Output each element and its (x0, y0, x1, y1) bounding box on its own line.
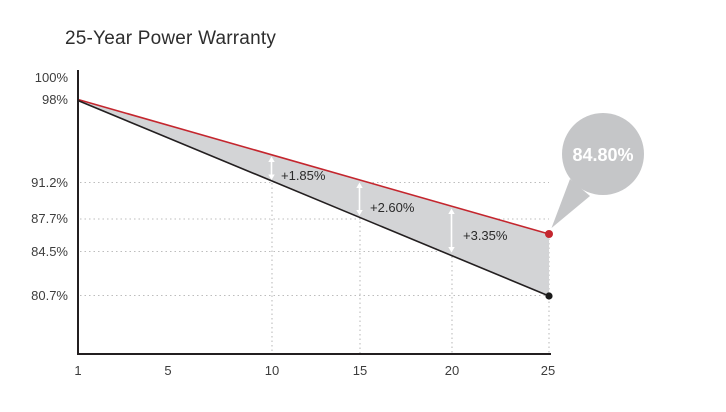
y-tick-84-5: 84.5% (31, 244, 68, 259)
y-tick-91-2: 91.2% (31, 175, 68, 190)
x-tick-5: 5 (164, 363, 171, 378)
x-tick-10: 10 (265, 363, 279, 378)
y-axis-tick-labels: 100% 98% 91.2% 87.7% 84.5% 80.7% (31, 70, 68, 303)
callout-bubble-tail (551, 179, 590, 228)
gap-label-year-20: +3.35% (463, 228, 508, 243)
gap-arrow-year-10 (268, 156, 275, 180)
gap-label-year-10: +1.85% (281, 168, 326, 183)
y-tick-87-7: 87.7% (31, 211, 68, 226)
x-tick-25: 25 (541, 363, 555, 378)
x-tick-15: 15 (353, 363, 367, 378)
gap-arrow-year-20 (448, 208, 455, 253)
enhanced-warranty-line (77, 98, 550, 235)
standard-line-end-dot (545, 292, 553, 300)
x-tick-1: 1 (74, 363, 81, 378)
callout-bubble-circle (562, 113, 644, 195)
enhanced-line-end-dot (545, 230, 553, 238)
gap-arrow-year-15 (356, 182, 363, 216)
callout-value: 84.80% (572, 145, 633, 165)
x-axis-tick-labels: 1 5 10 15 20 25 (74, 363, 555, 378)
x-tick-20: 20 (445, 363, 459, 378)
y-tick-98: 98% (42, 92, 68, 107)
chart-title: 25-Year Power Warranty (65, 28, 276, 49)
gap-label-year-15: +2.60% (370, 200, 415, 215)
value-callout-bubble: 84.80% (551, 113, 644, 228)
y-tick-80-7: 80.7% (31, 288, 68, 303)
standard-warranty-line (77, 99, 550, 297)
y-tick-100: 100% (35, 70, 69, 85)
